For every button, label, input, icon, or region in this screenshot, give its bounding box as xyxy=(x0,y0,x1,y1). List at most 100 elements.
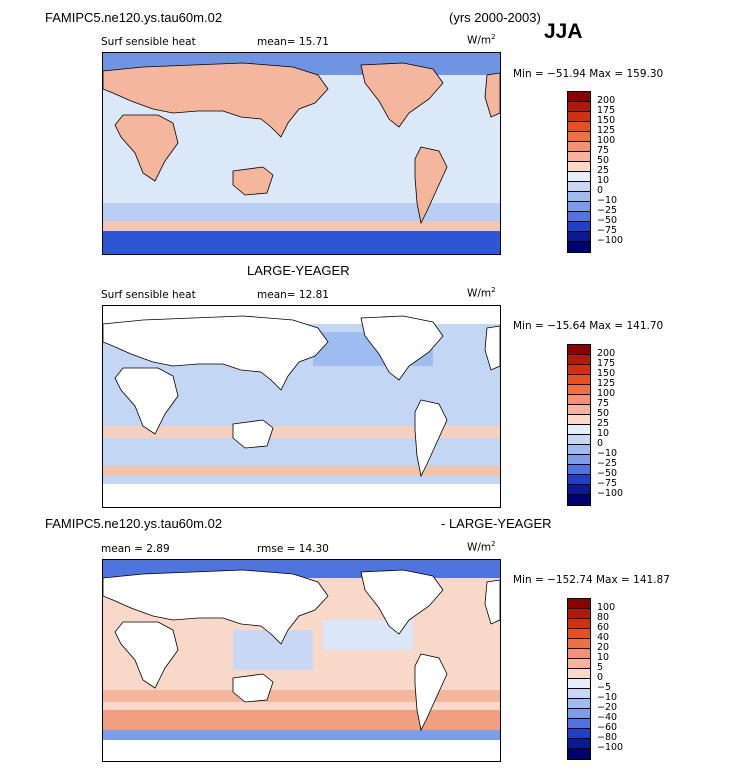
cbar-bin xyxy=(568,629,590,639)
cbar-bin xyxy=(568,102,590,112)
cbar-bin xyxy=(568,619,590,629)
cbar-label: 125 xyxy=(597,378,616,389)
cbar-bin xyxy=(568,345,590,355)
panel2-antarctica xyxy=(103,484,500,507)
cbar-bin xyxy=(568,222,590,232)
cbar-bin xyxy=(568,132,590,142)
cbar-bin xyxy=(568,152,590,162)
cbar-label: −10 xyxy=(597,195,618,206)
cbar-label: −25 xyxy=(597,458,618,469)
cbar-bin xyxy=(568,182,590,192)
cbar-label: 200 xyxy=(597,348,616,359)
cbar-label: 0 xyxy=(597,438,604,449)
panel1-storm-band xyxy=(103,221,500,231)
panel2-title: LARGE-YEAGER xyxy=(247,263,350,278)
cbar-bin xyxy=(568,405,590,415)
panel2-units: W/m2 xyxy=(467,286,496,300)
cbar-label: 10 xyxy=(597,175,610,186)
panel1-map-svg xyxy=(103,53,500,254)
cbar-label: 0 xyxy=(597,672,604,683)
cbar-bin xyxy=(568,749,590,759)
season-label: JJA xyxy=(544,20,583,43)
cbar-bin xyxy=(568,679,590,689)
cbar-label: 40 xyxy=(597,632,610,643)
cbar-label: −10 xyxy=(597,448,618,459)
cbar-label: −25 xyxy=(597,205,618,216)
panel1-colorbar xyxy=(567,91,591,253)
cbar-label: 10 xyxy=(597,652,610,663)
panel2-colorbar xyxy=(567,344,591,506)
cbar-bin xyxy=(568,659,590,669)
cbar-bin xyxy=(568,142,590,152)
cbar-label: 75 xyxy=(597,145,610,156)
cbar-label: 100 xyxy=(597,388,616,399)
years-label: (yrs 2000-2003) xyxy=(449,10,541,25)
cbar-label: 80 xyxy=(597,612,610,623)
panel2-south-band xyxy=(103,426,500,438)
cbar-label: 10 xyxy=(597,428,610,439)
cbar-label: −100 xyxy=(597,235,624,246)
cbar-bin xyxy=(568,445,590,455)
panel2-land xyxy=(103,315,500,478)
cbar-bin xyxy=(568,689,590,699)
panel3-land xyxy=(103,569,500,732)
cbar-bin xyxy=(568,475,590,485)
cbar-bin xyxy=(568,365,590,375)
cbar-bin xyxy=(568,699,590,709)
cbar-bin xyxy=(568,385,590,395)
cbar-bin xyxy=(568,455,590,465)
cbar-bin xyxy=(568,202,590,212)
cbar-bin xyxy=(568,739,590,749)
panel3-units: W/m2 xyxy=(467,540,496,554)
cbar-bin xyxy=(568,729,590,739)
cbar-bin xyxy=(568,212,590,222)
cbar-bin xyxy=(568,669,590,679)
cbar-label: 150 xyxy=(597,115,616,126)
panel1-map xyxy=(102,52,501,255)
cbar-bin xyxy=(568,425,590,435)
cbar-label: −80 xyxy=(597,732,618,743)
cbar-label: −50 xyxy=(597,468,618,479)
cbar-bin xyxy=(568,355,590,365)
cbar-label: 50 xyxy=(597,155,610,166)
cbar-label: 100 xyxy=(597,135,616,146)
panel1-minmax: Min = −51.94 Max = 159.30 xyxy=(513,68,664,80)
cbar-bin xyxy=(568,92,590,102)
panel3-map-svg xyxy=(103,560,500,761)
panel3-minmax: Min = −152.74 Max = 141.87 xyxy=(513,574,670,586)
panel3-rmse: rmse = 14.30 xyxy=(257,543,329,555)
cbar-label: −20 xyxy=(597,702,618,713)
panel1-units: W/m2 xyxy=(467,33,496,47)
cbar-label: 125 xyxy=(597,125,616,136)
cbar-bin xyxy=(568,719,590,729)
cbar-bin xyxy=(568,192,590,202)
cbar-label: 175 xyxy=(597,358,616,369)
cbar-label: −75 xyxy=(597,225,618,236)
panel3-map xyxy=(102,559,501,762)
cbar-bin xyxy=(568,112,590,122)
cbar-bin xyxy=(568,709,590,719)
cbar-label: −40 xyxy=(597,712,618,723)
panel1-southern-band xyxy=(103,203,500,221)
cbar-bin xyxy=(568,465,590,475)
cbar-bin xyxy=(568,599,590,609)
cbar-label: −100 xyxy=(597,488,624,499)
panel2-variable: Surf sensible heat xyxy=(101,289,196,301)
cbar-label: −60 xyxy=(597,722,618,733)
cbar-bin xyxy=(568,649,590,659)
cbar-bin xyxy=(568,415,590,425)
cbar-label: −10 xyxy=(597,692,618,703)
panel1-antarctica xyxy=(103,231,500,254)
cbar-label: 200 xyxy=(597,95,616,106)
cbar-bin xyxy=(568,172,590,182)
diff-title-left: FAMIPC5.ne120.ys.tau60m.02 xyxy=(45,516,223,531)
panel3-indian-ocean xyxy=(233,630,313,670)
cbar-bin xyxy=(568,122,590,132)
cbar-label: −5 xyxy=(597,682,612,693)
panel1-mean: mean= 15.71 xyxy=(257,36,329,48)
panel2-storm-band xyxy=(103,466,500,476)
panel3-antarctica xyxy=(103,740,500,761)
cbar-label: −50 xyxy=(597,215,618,226)
panel3-colorbar xyxy=(567,598,591,760)
cbar-bin xyxy=(568,375,590,385)
